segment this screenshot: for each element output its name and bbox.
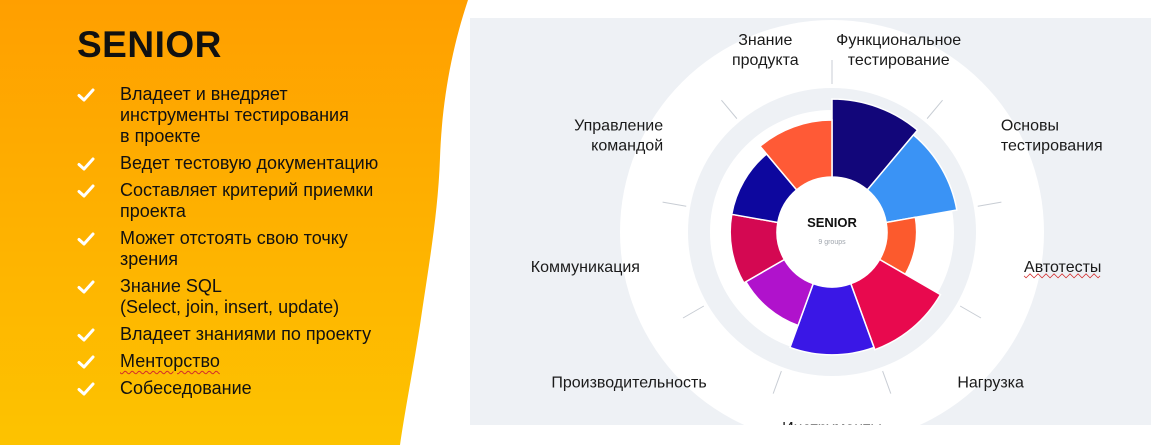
skill-list-item: Собеседование	[77, 378, 457, 399]
segment-label: Автотесты	[1024, 259, 1101, 276]
skill-text: Может отстоять свою точку зрения	[120, 228, 348, 269]
skill-text: Составляет критерий приемки проекта	[120, 180, 374, 221]
segment-label: Знание продукта	[732, 32, 799, 69]
segment-label: Основы тестирования	[1001, 118, 1103, 155]
spellcheck-underline	[1023, 273, 1101, 279]
segment-label: Функциональное тестирование	[836, 32, 961, 69]
panel-title: SENIOR	[77, 24, 222, 65]
skill-text: Знание SQL (Select, join, insert, update…	[120, 276, 340, 317]
skill-text: Владеет знаниями по проекту	[120, 324, 372, 344]
yellow-panel-background	[0, 0, 468, 445]
wheel-center-subtitle: 9 groups	[818, 239, 846, 246]
segment-label: Производительность	[551, 374, 706, 391]
wheel-segment	[758, 119, 833, 191]
segment-separator	[882, 370, 892, 394]
skill-text: Собеседование	[120, 378, 252, 398]
checkmark-icon	[77, 328, 95, 342]
wheel-center	[779, 179, 885, 285]
skill-list-item: Знание SQL (Select, join, insert, update…	[77, 276, 457, 318]
skill-text: Ведет тестовую документацию	[120, 153, 379, 173]
checkmark-icon	[77, 184, 95, 198]
skill-wheel-diagram: SENIOR 9 groups Функциональное тестирование…	[470, 18, 1151, 425]
segment-separator	[926, 99, 943, 119]
segment-label: Управление командой	[574, 118, 663, 155]
skills-panel: SENIOR Владеет и внедряет инструменты те…	[0, 0, 470, 445]
segment-separator	[977, 201, 1002, 207]
skill-text: Владеет и внедряет инструменты тестирова…	[120, 84, 349, 146]
wheel-segment	[866, 133, 958, 224]
skill-list-item: Владеет знаниями по проекту	[77, 324, 457, 345]
skill-list-item: Может отстоять свою точку зрения	[77, 228, 457, 270]
segment-separator	[662, 201, 687, 207]
segment-separator	[772, 370, 782, 394]
checkmark-icon	[77, 280, 95, 294]
skills-list: Владеет и внедряет инструменты тестирова…	[77, 84, 457, 405]
checkmark-icon	[77, 157, 95, 171]
checkmark-icon	[77, 382, 95, 396]
segment-label: Нагрузка	[957, 374, 1024, 391]
segment-label: Инструменты	[782, 420, 882, 425]
wheel-center-title: SENIOR	[807, 215, 857, 230]
segment-separator	[721, 99, 738, 119]
checkmark-icon	[77, 88, 95, 102]
checkmark-icon	[77, 355, 95, 369]
segment-separator	[959, 305, 982, 319]
wheel-segment	[831, 98, 919, 191]
wheel-segment	[789, 282, 875, 356]
skill-text: Менторство	[120, 351, 220, 371]
skill-list-item: Менторство	[77, 351, 457, 372]
skill-list-item: Ведет тестовую документацию	[77, 153, 457, 174]
segment-label: Коммуникация	[531, 259, 640, 276]
segment-separator	[682, 305, 705, 319]
skill-list-item: Составляет критерий приемки проекта	[77, 180, 457, 222]
checkmark-icon	[77, 232, 95, 246]
skill-list-item: Владеет и внедряет инструменты тестирова…	[77, 84, 457, 147]
wheel-segment	[849, 258, 942, 351]
